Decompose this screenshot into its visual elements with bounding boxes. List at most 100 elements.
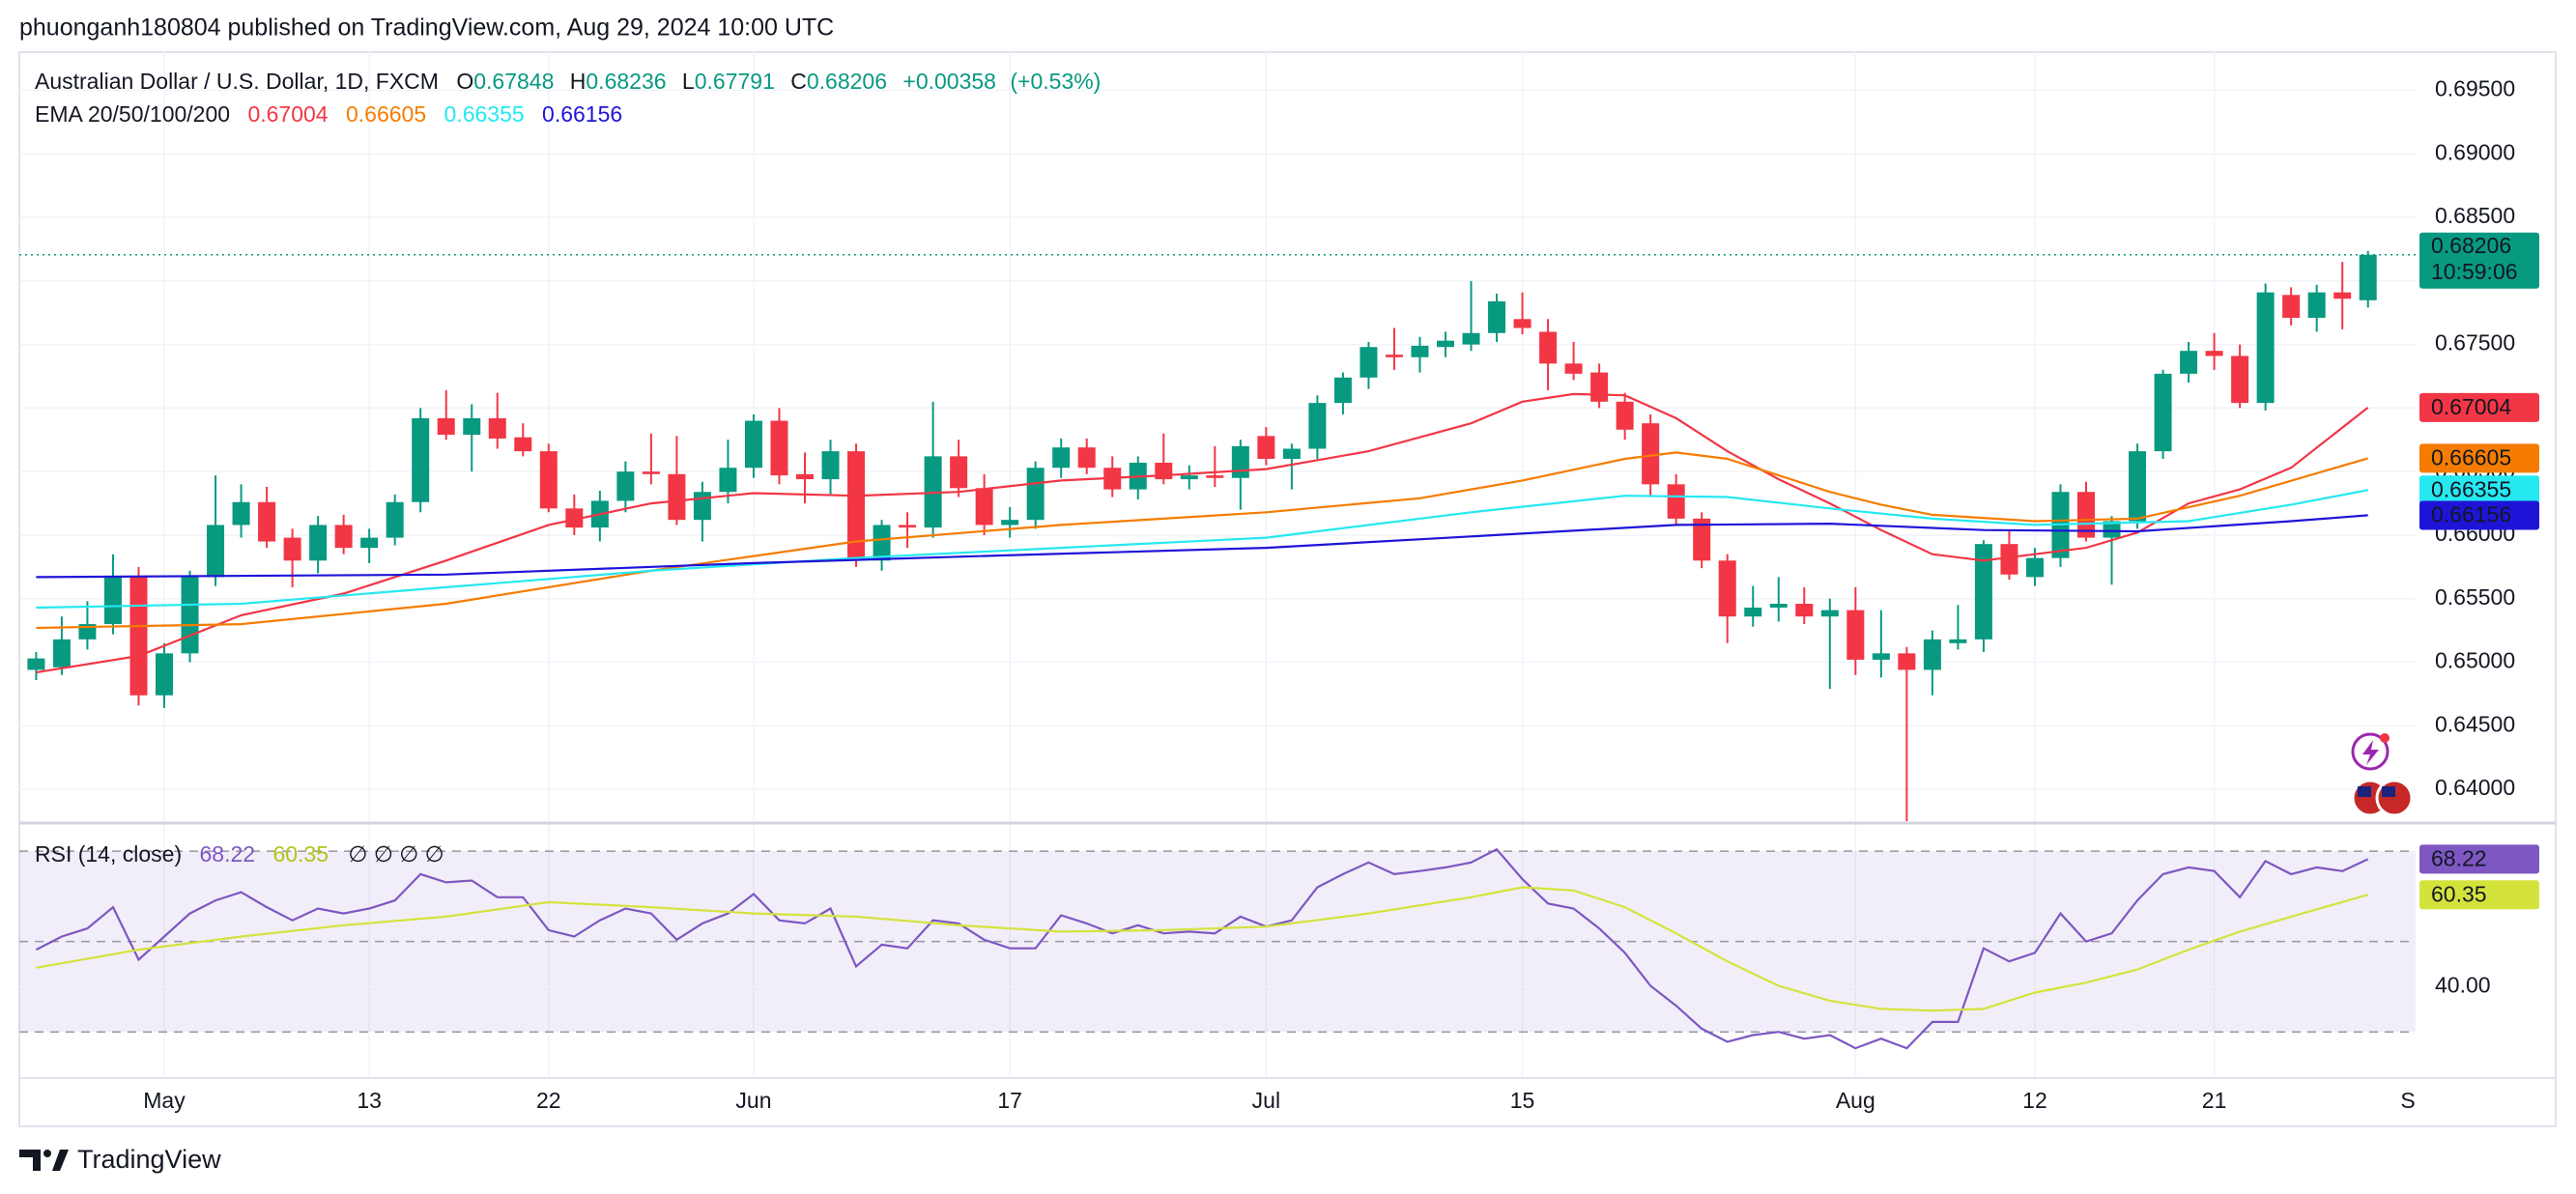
candle-body (2282, 295, 2301, 318)
rsi-ma-value: 60.35 (272, 841, 329, 867)
candle-body (975, 488, 993, 526)
candle-body (1974, 544, 1992, 640)
candle-body (386, 501, 404, 538)
ohlc-value: 0.68236 (586, 69, 666, 94)
price-tick-label: 0.67500 (2435, 330, 2515, 355)
candle-body (2000, 544, 2018, 575)
candle-body (156, 653, 173, 696)
price-tick-label: 0.64500 (2435, 711, 2515, 736)
candle-body (1769, 604, 1788, 608)
candle-body (1642, 423, 1660, 485)
last-price-text: 0.68206 (2431, 233, 2511, 258)
ema-price-text: 0.66605 (2431, 444, 2511, 469)
candle-body (1616, 401, 1634, 430)
logo-mark (19, 1150, 41, 1171)
ema-value: 0.66156 (542, 101, 622, 127)
change-value: +0.00358 (902, 69, 996, 94)
rsi-title: RSI (14, close) (35, 841, 182, 867)
candle-body (2180, 351, 2198, 374)
flag-icon[interactable] (2375, 779, 2414, 817)
symbol-title: Australian Dollar / U.S. Dollar, 1D, FXC… (35, 69, 439, 94)
ema-price-box (2419, 392, 2539, 422)
candle-body (2154, 373, 2172, 452)
price-tick-label: 0.69000 (2435, 139, 2515, 164)
candle-body (1206, 475, 1224, 478)
alert-dot[interactable] (2380, 733, 2390, 743)
candle-body (2307, 292, 2326, 318)
candle-body (1231, 445, 1249, 478)
candle-body (1411, 345, 1429, 357)
candle-body (1360, 347, 1378, 378)
candle-body (1052, 447, 1071, 469)
event-flags[interactable] (2351, 779, 2414, 817)
marks-layer (19, 250, 2416, 1050)
flag-canton[interactable] (2358, 786, 2371, 797)
candle-body (2333, 292, 2352, 299)
candle-body (796, 473, 814, 480)
candle-body (2231, 355, 2249, 404)
price-tick-label: 0.65000 (2435, 648, 2515, 673)
candle-body (1077, 447, 1096, 469)
candle-body (334, 525, 353, 549)
alert-icon[interactable] (2351, 732, 2390, 771)
grid-layer (19, 52, 2416, 1078)
ema-price-box (2419, 500, 2539, 530)
candle-body (1949, 639, 1967, 643)
candle-body (514, 437, 532, 452)
ohlc-name: O (456, 69, 473, 94)
ema-price-box (2419, 475, 2539, 505)
candle-body (258, 501, 276, 542)
alert-bolt[interactable] (2362, 740, 2379, 765)
candle-body (1846, 610, 1865, 660)
time-tick-label: S (2400, 1088, 2415, 1113)
candle-body (309, 525, 328, 561)
candle-body (873, 525, 891, 561)
ema-value: 0.66605 (346, 101, 426, 127)
time-tick-label: 21 (2202, 1088, 2227, 1113)
candle-body (27, 658, 45, 670)
flag-canton[interactable] (2382, 786, 2395, 797)
candle-body (719, 468, 737, 493)
ema-value: 0.66355 (444, 101, 525, 127)
candle-body (232, 501, 250, 526)
rsi-value: 68.22 (200, 841, 256, 867)
candle-body (1539, 331, 1558, 364)
candle-body (1308, 403, 1327, 449)
candle-body (1898, 653, 1916, 670)
rsi-value-box (2419, 844, 2539, 874)
candle-body (539, 451, 558, 509)
chart-frame (18, 51, 2557, 1127)
footer-logo (19, 1150, 69, 1171)
symbol-legend: Australian Dollar / U.S. Dollar, 1D, FXC… (35, 69, 1101, 94)
candle-body (283, 537, 301, 561)
candle-body (616, 471, 635, 501)
rsi-legend: RSI (14, close) 68.22 60.35 ∅ ∅ ∅ ∅ (35, 841, 444, 867)
candle-body (693, 492, 711, 521)
candle-body (847, 451, 866, 561)
rsi-line (35, 847, 2369, 1050)
candle-body (2205, 351, 2223, 356)
change-percent: (+0.53%) (1010, 69, 1101, 94)
candle-body (1026, 468, 1045, 521)
time-tick-label: 15 (1510, 1088, 1535, 1113)
candle-body (1437, 340, 1454, 348)
candle-body (668, 473, 686, 521)
candle-body (1282, 448, 1301, 460)
logo-slash (52, 1150, 69, 1171)
candle-body (103, 577, 122, 625)
time-tick-label: Aug (1836, 1088, 1875, 1113)
time-tick-label: May (143, 1088, 186, 1113)
candle-body (1744, 607, 1762, 617)
candle-body (1462, 332, 1480, 345)
time-tick-label: Jul (1252, 1088, 1280, 1113)
null-values: ∅ ∅ ∅ ∅ (348, 841, 444, 867)
logo-dot (43, 1150, 51, 1157)
ohlc-value: 0.67848 (473, 69, 554, 94)
candle-body (52, 639, 71, 668)
candle-body (1667, 484, 1685, 519)
ema-price-text: 0.66355 (2431, 476, 2511, 501)
candle-body (1820, 610, 1839, 617)
candle-body (1513, 319, 1531, 328)
candle-body (2359, 254, 2377, 300)
